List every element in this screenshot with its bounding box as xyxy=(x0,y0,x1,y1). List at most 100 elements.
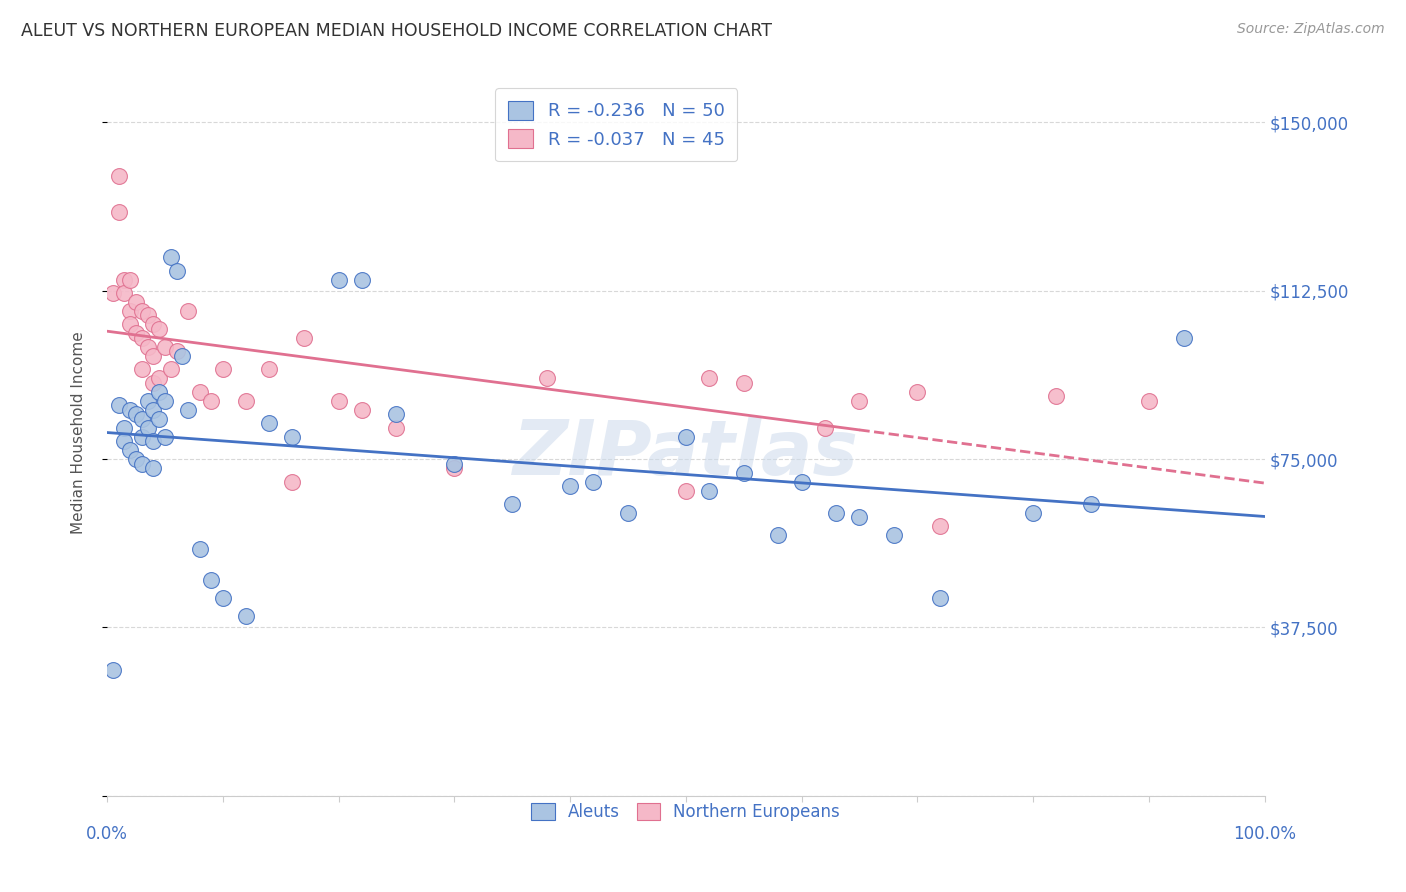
Point xyxy=(211,362,233,376)
Point xyxy=(120,304,142,318)
Point xyxy=(142,402,165,417)
Point xyxy=(617,506,640,520)
Point xyxy=(136,393,159,408)
Point xyxy=(136,309,159,323)
Point xyxy=(120,318,142,332)
Text: ALEUT VS NORTHERN EUROPEAN MEDIAN HOUSEHOLD INCOME CORRELATION CHART: ALEUT VS NORTHERN EUROPEAN MEDIAN HOUSEH… xyxy=(21,22,772,40)
Point xyxy=(188,541,211,556)
Point xyxy=(582,475,605,489)
Point xyxy=(159,362,181,376)
Point xyxy=(501,497,523,511)
Point xyxy=(350,272,373,286)
Point xyxy=(257,416,280,430)
Point xyxy=(929,591,952,606)
Point xyxy=(107,169,129,184)
Text: 0.0%: 0.0% xyxy=(86,825,128,843)
Point xyxy=(125,452,148,467)
Point xyxy=(211,591,233,606)
Point xyxy=(142,349,165,363)
Point xyxy=(136,340,159,354)
Point xyxy=(131,411,153,425)
Point xyxy=(114,420,136,434)
Point xyxy=(235,393,257,408)
Point xyxy=(166,344,188,359)
Point xyxy=(825,506,848,520)
Point xyxy=(281,475,304,489)
Text: 100.0%: 100.0% xyxy=(1233,825,1296,843)
Point xyxy=(114,272,136,286)
Point xyxy=(159,250,181,264)
Point xyxy=(131,457,153,471)
Point xyxy=(675,430,697,444)
Point xyxy=(905,384,928,399)
Point xyxy=(385,407,408,421)
Point xyxy=(697,483,720,498)
Point xyxy=(148,384,170,399)
Point xyxy=(107,398,129,412)
Point xyxy=(443,457,465,471)
Point xyxy=(675,483,697,498)
Point xyxy=(188,384,211,399)
Point xyxy=(1045,389,1067,403)
Y-axis label: Median Household Income: Median Household Income xyxy=(72,331,86,533)
Point xyxy=(848,393,870,408)
Point xyxy=(177,402,200,417)
Text: Source: ZipAtlas.com: Source: ZipAtlas.com xyxy=(1237,22,1385,37)
Point xyxy=(558,479,581,493)
Point xyxy=(101,663,124,677)
Point xyxy=(131,304,153,318)
Point xyxy=(120,443,142,458)
Point xyxy=(136,420,159,434)
Point xyxy=(125,326,148,341)
Point xyxy=(142,461,165,475)
Point xyxy=(142,434,165,449)
Point xyxy=(814,420,837,434)
Point xyxy=(148,371,170,385)
Point xyxy=(848,510,870,524)
Point xyxy=(1022,506,1045,520)
Point xyxy=(101,285,124,300)
Point xyxy=(385,420,408,434)
Point xyxy=(148,411,170,425)
Point xyxy=(733,466,755,480)
Point xyxy=(131,430,153,444)
Point xyxy=(200,574,222,588)
Point xyxy=(790,475,813,489)
Point xyxy=(166,263,188,277)
Point xyxy=(883,528,905,542)
Point xyxy=(292,331,315,345)
Point xyxy=(125,407,148,421)
Point xyxy=(114,434,136,449)
Point xyxy=(697,371,720,385)
Legend: Aleuts, Northern Europeans: Aleuts, Northern Europeans xyxy=(524,796,846,828)
Point xyxy=(350,402,373,417)
Text: ZIPatlas: ZIPatlas xyxy=(513,417,859,491)
Point xyxy=(114,285,136,300)
Point xyxy=(125,295,148,310)
Point xyxy=(131,362,153,376)
Point xyxy=(120,402,142,417)
Point xyxy=(153,340,176,354)
Point xyxy=(768,528,790,542)
Point xyxy=(281,430,304,444)
Point xyxy=(148,322,170,336)
Point xyxy=(328,272,350,286)
Point xyxy=(1080,497,1102,511)
Point xyxy=(107,205,129,219)
Point xyxy=(733,376,755,390)
Point xyxy=(142,376,165,390)
Point xyxy=(177,304,200,318)
Point xyxy=(536,371,558,385)
Point xyxy=(153,393,176,408)
Point xyxy=(929,519,952,533)
Point xyxy=(120,272,142,286)
Point xyxy=(153,430,176,444)
Point xyxy=(200,393,222,408)
Point xyxy=(142,318,165,332)
Point xyxy=(443,461,465,475)
Point xyxy=(1137,393,1160,408)
Point xyxy=(172,349,194,363)
Point xyxy=(131,331,153,345)
Point xyxy=(1173,331,1195,345)
Point xyxy=(257,362,280,376)
